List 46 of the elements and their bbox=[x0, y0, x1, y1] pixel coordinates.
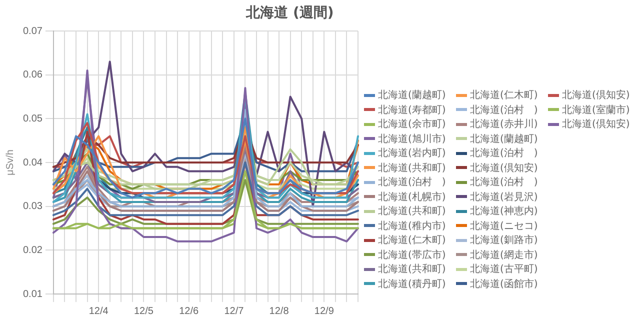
y-tick-label: 0.03 bbox=[22, 201, 43, 212]
legend-label: 北海道(泊村 ) bbox=[378, 176, 446, 190]
legend-label: 北海道(共和町) bbox=[378, 262, 446, 276]
y-tick-label: 0.07 bbox=[22, 26, 43, 37]
y-axis-title: μSv/h bbox=[4, 150, 16, 176]
legend-label: 北海道(帯広市) bbox=[378, 248, 446, 262]
legend-label: 北海道(余市町) bbox=[378, 118, 446, 132]
chart-title: 北海道 (週間) bbox=[244, 4, 335, 22]
legend-label: 北海道(岩見沢) bbox=[470, 190, 538, 204]
legend-label: 北海道(泊村 ) bbox=[470, 104, 538, 117]
y-tick-label: 0.01 bbox=[22, 288, 43, 300]
x-tick-label: 12/9 bbox=[314, 306, 334, 317]
legend-label: 北海道(仁木町) bbox=[470, 88, 538, 102]
legend-label: 北海道(共和町) bbox=[378, 204, 446, 218]
legend-label: 北海道(稚内市) bbox=[378, 220, 446, 233]
legend-label: 北海道(倶知安) bbox=[470, 162, 538, 175]
legend-label: 北海道(蘭越町) bbox=[378, 88, 446, 102]
y-tick-label: 0.05 bbox=[22, 113, 43, 124]
legend-label: 北海道(釧路市) bbox=[470, 234, 538, 248]
x-tick-label: 12/7 bbox=[224, 306, 244, 317]
legend-label: 北海道(網走市) bbox=[470, 248, 538, 262]
legend-label: 北海道(古平町) bbox=[470, 262, 538, 276]
legend-label: 北海道(倶知安) bbox=[562, 88, 630, 102]
legend-label: 北海道(泊村 ) bbox=[470, 146, 538, 160]
legend-label: 北海道(積丹町) bbox=[378, 278, 446, 291]
legend-label: 北海道(神恵内) bbox=[470, 204, 538, 218]
legend-label: 北海道(札幌市) bbox=[378, 190, 446, 204]
x-tick-label: 12/6 bbox=[179, 306, 199, 317]
legend-label: 北海道(函館市) bbox=[470, 278, 538, 291]
legend-label: 北海道(旭川市) bbox=[378, 132, 446, 146]
legend-label: 北海道(赤井川) bbox=[470, 118, 538, 132]
legend-label: 北海道(ニセコ) bbox=[470, 220, 538, 233]
legend-label: 北海道(岩内町) bbox=[378, 146, 446, 160]
legend-label: 北海道(寿都町) bbox=[378, 104, 446, 117]
legend-label: 北海道(共和町) bbox=[378, 162, 446, 175]
x-tick-label: 12/8 bbox=[269, 306, 290, 317]
y-tick-label: 0.04 bbox=[22, 157, 43, 168]
legend-label: 北海道(蘭越町) bbox=[470, 132, 538, 146]
legend-label: 北海道(室蘭市) bbox=[562, 104, 630, 117]
legend-label: 北海道(仁木町) bbox=[378, 234, 446, 248]
legend-label: 北海道(泊村 ) bbox=[470, 176, 538, 190]
x-tick-label: 12/5 bbox=[134, 306, 154, 317]
x-tick-label: 12/4 bbox=[88, 306, 109, 317]
legend-label: 北海道(倶知安) bbox=[562, 118, 630, 132]
y-tick-label: 0.06 bbox=[22, 70, 43, 81]
y-tick-label: 0.02 bbox=[22, 244, 43, 256]
